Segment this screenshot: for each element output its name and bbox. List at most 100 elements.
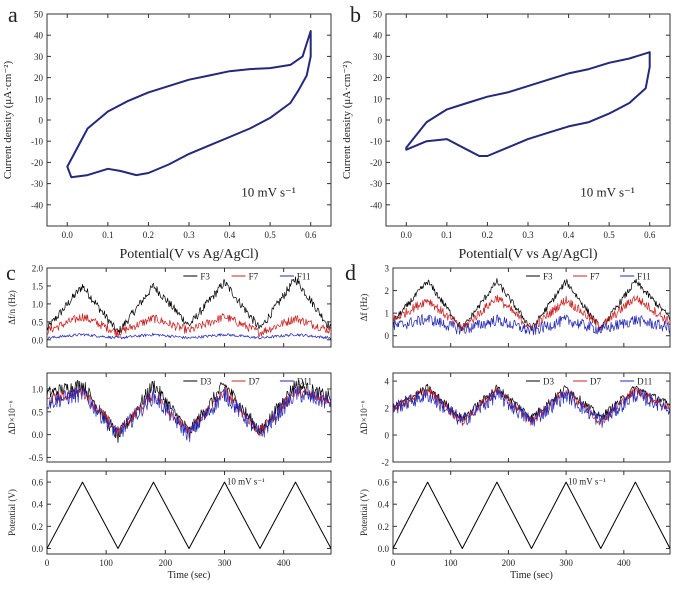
x-tick-label: 0.2 [143, 230, 154, 240]
panel-letter-d: d [345, 260, 356, 285]
series-line-f3 [47, 276, 331, 335]
y-tick-label: 1 [385, 309, 390, 319]
legend-label: D11 [637, 377, 652, 387]
legend-label: D7 [590, 377, 601, 387]
scan-rate-annotation: 10 mV s⁻¹ [227, 476, 265, 486]
y-tick-label: -20 [31, 158, 43, 168]
x-tick-label: 0.3 [183, 230, 195, 240]
y-tick-label: -20 [370, 158, 382, 168]
y-tick-label: -2 [382, 458, 390, 468]
y-tick-label: 40 [373, 31, 383, 41]
scan-rate-annotation: 10 mV s⁻¹ [241, 184, 296, 199]
y-tick-label: -10 [31, 137, 43, 147]
y-tick-label: 0.0 [32, 544, 44, 554]
panel-c-freq: 0.0 0.5 1.0 1.5 2.0 Δf/n (Hz) F3 F7 F11 c [6, 260, 332, 348]
plot-frame [392, 267, 671, 348]
series-line-f7 [393, 294, 670, 332]
panel-d-diss: -2 0 2 4 ΔD×10⁻⁶ D3 D7 D11 [359, 372, 671, 468]
series-line [405, 51, 651, 157]
x-axis-label: Time (sec) [168, 570, 211, 581]
y-tick-label: 40 [34, 31, 44, 41]
y-tick-label: 4 [385, 377, 390, 387]
legend-label: F3 [543, 272, 553, 282]
series-line [66, 30, 312, 179]
y-tick-label: -40 [370, 200, 382, 210]
plot-frame [46, 267, 332, 348]
legend-label: D11 [297, 377, 312, 387]
legend-label: D3 [543, 377, 554, 387]
y-tick-label: 1.0 [32, 384, 44, 394]
scan-rate-annotation: 10 mV s⁻¹ [568, 476, 606, 486]
legend-label: F11 [637, 272, 651, 282]
series-line-f11 [393, 314, 670, 336]
series-line-d7 [47, 386, 331, 438]
y-tick-label: 0.5 [32, 317, 44, 327]
panel-letter-c: c [6, 260, 16, 285]
series-line-d11 [47, 385, 331, 443]
y-tick-label: 30 [34, 52, 44, 62]
y-axis-label: Potential (V) [359, 489, 369, 536]
x-tick-label: 400 [277, 558, 291, 568]
legend-label: D7 [249, 377, 260, 387]
panel-letter-a: a [8, 2, 18, 27]
x-tick-label: 0.5 [604, 230, 616, 240]
panel-letter-b: b [350, 2, 361, 27]
x-tick-label: 0.4 [563, 230, 575, 240]
y-tick-label: -40 [31, 200, 43, 210]
y-tick-label: 0.2 [32, 522, 43, 532]
x-tick-label: 400 [617, 558, 631, 568]
x-axis-label: Time (sec) [510, 570, 553, 581]
y-tick-label: -30 [370, 179, 382, 189]
x-tick-label: 200 [502, 558, 516, 568]
y-tick-label: 10 [373, 94, 383, 104]
y-tick-label: 0.0 [32, 335, 44, 345]
y-tick-label: 0.6 [32, 478, 44, 488]
y-tick-label: 10 [34, 94, 44, 104]
y-tick-label: 2 [385, 404, 390, 414]
x-tick-label: 0 [45, 558, 50, 568]
x-tick-label: 0.1 [441, 230, 452, 240]
y-tick-label: 0.0 [378, 544, 390, 554]
x-tick-label: 0.6 [644, 230, 656, 240]
x-axis-label: Potential(V vs Ag/AgCl) [459, 247, 598, 262]
panel-b: -40 -30 -20 -10 0 10 20 30 40 50 0.0 0.1 0.2 0.3 0.4 0.… [341, 2, 671, 262]
y-tick-label: 0.4 [32, 500, 44, 510]
x-tick-label: 0.4 [224, 230, 236, 240]
x-tick-label: 100 [99, 558, 113, 568]
y-axis-label: ΔD×10⁻⁶ [359, 400, 369, 434]
x-tick-label: 0.6 [305, 230, 317, 240]
y-tick-label: 0.6 [378, 478, 390, 488]
x-tick-label: 0.0 [62, 230, 74, 240]
y-tick-label: 1.0 [32, 299, 44, 309]
y-tick-label: 30 [373, 52, 383, 62]
y-tick-label: 0 [39, 116, 44, 126]
x-tick-label: 300 [559, 558, 573, 568]
x-tick-label: 0.0 [401, 230, 413, 240]
x-tick-label: 200 [159, 558, 173, 568]
panel-d-freq: 0 1 2 3 Δf (Hz) F3 F7 F11 d [345, 260, 671, 348]
y-tick-label: 0 [385, 431, 390, 441]
legend-label: F7 [249, 272, 259, 282]
y-axis-label: ΔD×10⁻⁶ [7, 400, 17, 434]
panel-d-pot: 0.0 0.2 0.4 0.6 0 100 200 300 400 Time (sec) Poten… [359, 470, 671, 581]
y-tick-label: 20 [34, 73, 44, 83]
y-axis-label: Current density (μA·cm⁻²) [2, 61, 14, 180]
y-tick-label: 2 [385, 286, 390, 296]
y-tick-label: 0 [378, 116, 383, 126]
series-line-f7 [47, 313, 331, 338]
y-axis-label: Δf (Hz) [359, 294, 369, 322]
x-tick-label: 0 [391, 558, 396, 568]
y-tick-label: 20 [373, 73, 383, 83]
panel-c-pot: 0.0 0.2 0.4 0.6 0 100 200 300 400 Time (sec) Poten… [7, 470, 332, 581]
y-tick-label: 50 [373, 10, 383, 20]
y-axis-label: Δf/n (Hz) [7, 290, 17, 325]
x-tick-label: 0.1 [102, 230, 113, 240]
y-tick-label: 1.5 [32, 281, 44, 291]
y-tick-label: -10 [370, 137, 382, 147]
legend-label: F11 [297, 272, 311, 282]
y-tick-label: 0.4 [378, 500, 390, 510]
plot-frame [392, 470, 671, 555]
x-tick-label: 300 [218, 558, 232, 568]
series-line [47, 481, 331, 549]
